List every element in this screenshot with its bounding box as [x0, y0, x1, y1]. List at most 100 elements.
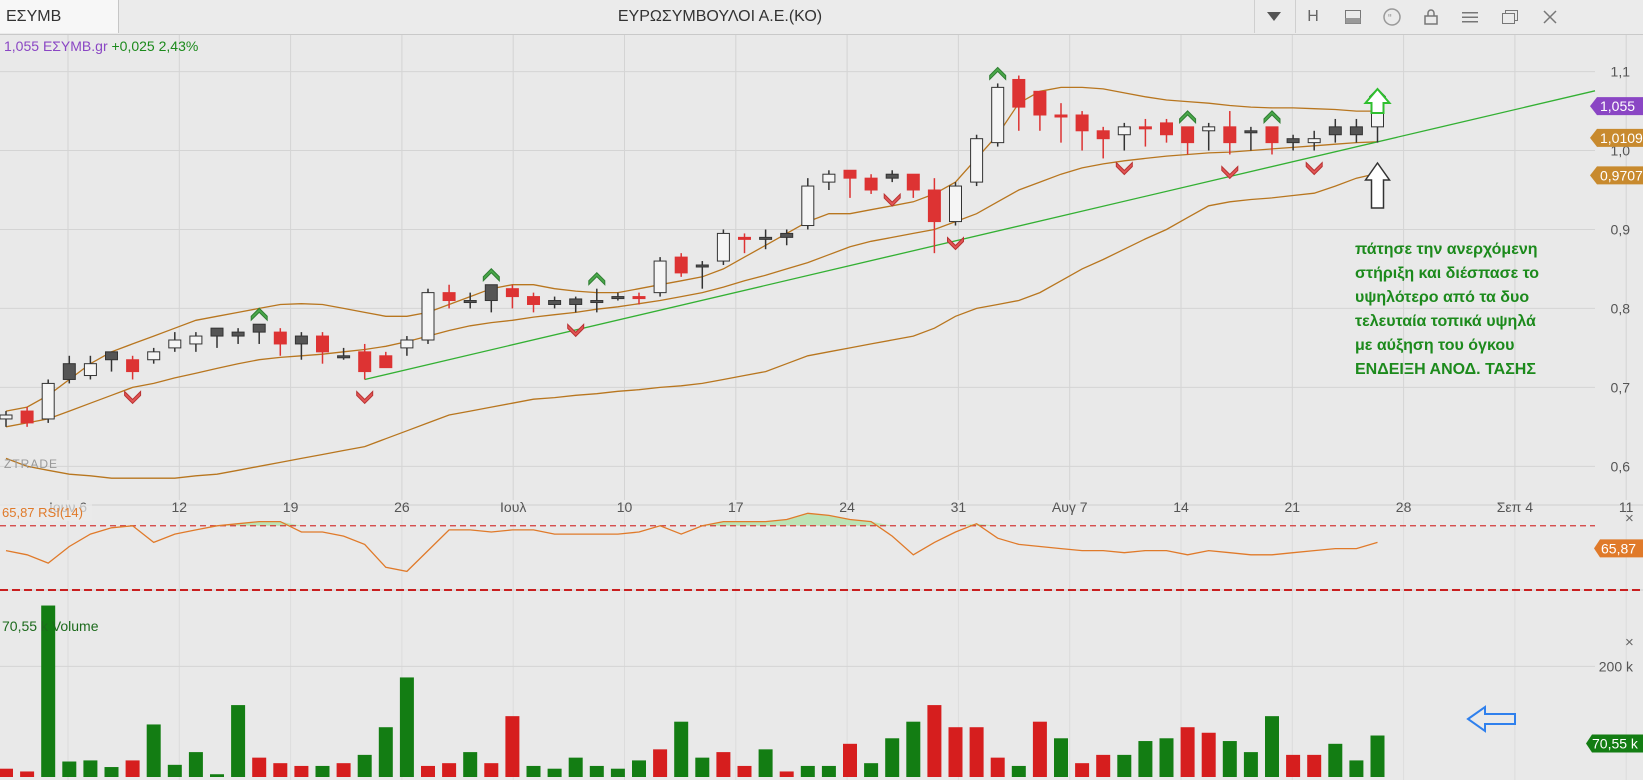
volume-bar — [399, 677, 414, 777]
candle-body — [1307, 138, 1321, 144]
volume-bar — [336, 763, 351, 777]
volume-bar — [41, 605, 56, 777]
volume-tick-label: 200 k — [1599, 658, 1634, 674]
window-title: ΕΥΡΩΣΥΜΒΟΥΛΟΙ Α.Ε.(ΚΟ) — [617, 8, 823, 25]
dropdown-icon[interactable] — [1254, 0, 1294, 33]
volume-bar — [695, 757, 710, 777]
candle-body — [421, 292, 435, 341]
candle-body — [210, 327, 224, 337]
signal-down-arrow — [124, 390, 142, 405]
time-tick-label: Αυγ 7 — [1052, 499, 1088, 515]
volume-bar — [1265, 716, 1279, 777]
candle-body — [1012, 78, 1026, 108]
volume-bar — [273, 763, 288, 777]
volume-bar — [505, 716, 520, 777]
candle-body — [864, 177, 878, 191]
candle-body — [949, 185, 962, 223]
annotation-line: με αύξηση του όγκου — [1355, 337, 1515, 354]
price-tick-label: 0,7 — [1611, 379, 1631, 395]
symbol-input[interactable]: ΕΣΥΜΒ — [0, 0, 119, 33]
candle-body — [484, 284, 498, 302]
signal-up-arrow — [989, 66, 1007, 81]
volume-bar — [1180, 727, 1195, 777]
candle-body — [801, 185, 815, 227]
volume-bar — [653, 749, 668, 777]
time-tick-label: 28 — [1396, 499, 1412, 515]
volume-bar — [125, 760, 140, 777]
volume-panel: 70,55 k Volume × 200 k 70,55 k — [0, 605, 1643, 777]
volume-bar — [526, 765, 541, 777]
price-tick-label: 0,6 — [1611, 458, 1631, 474]
close-icon[interactable] — [1530, 0, 1570, 33]
candle-body — [1202, 126, 1216, 132]
volume-bar — [146, 724, 161, 777]
volume-bar — [1138, 741, 1153, 777]
volume-callout-arrow — [1466, 705, 1516, 733]
candle-body — [294, 335, 308, 345]
candle-body — [189, 335, 203, 345]
lock-icon[interactable] — [1411, 0, 1451, 33]
bb-low-badge-shape — [1590, 166, 1643, 185]
volume-bar — [906, 721, 921, 777]
bb-mid-badge-shape — [1590, 128, 1643, 147]
candle-body — [695, 264, 709, 268]
volume-bar — [800, 765, 815, 777]
candle-body — [1181, 126, 1195, 144]
candle-body — [885, 173, 899, 179]
signal-up-arrow — [1179, 110, 1197, 125]
volume-bar — [885, 738, 900, 777]
menu-icon[interactable] — [1450, 0, 1490, 33]
volume-bar — [231, 705, 246, 777]
time-tick-label: 12 — [172, 499, 188, 515]
candle-body — [62, 363, 76, 380]
candle-body — [1117, 126, 1131, 136]
candle-body — [273, 331, 287, 345]
chart-area[interactable]: 1,11,00,90,80,70,6 Ιουν 6121926Ιουλ10172… — [0, 35, 1643, 780]
rsi-badge-shape — [1594, 539, 1643, 558]
candle-body — [1286, 138, 1300, 144]
annotation-line: ΕΝΔΕΙΞΗ ΑΝΟΔ. ΤΑΣΗΣ — [1355, 361, 1536, 378]
volume-bar — [632, 760, 646, 777]
support-trendline — [364, 90, 1596, 381]
candle-body — [83, 363, 97, 377]
volume-bar — [442, 763, 457, 777]
quote-line: 1,055 ΕΣΥΜΒ.gr +0,025 2,43% — [4, 38, 198, 54]
volume-bar — [927, 705, 942, 777]
volume-bar — [1243, 752, 1258, 777]
up-callout-arrow — [1363, 87, 1392, 114]
volume-bar — [1201, 732, 1216, 777]
volume-bar — [188, 752, 203, 777]
candle-body — [738, 236, 751, 240]
candle-body — [20, 410, 34, 424]
quote-icon[interactable]: " — [1372, 0, 1412, 33]
volume-bar — [252, 757, 267, 777]
volume-bar — [1011, 765, 1026, 777]
volume-bar — [568, 757, 583, 777]
volume-bar — [610, 768, 625, 777]
toolbar-divider — [1295, 0, 1296, 33]
candle-body — [379, 355, 393, 369]
quote-percent: 2,43% — [159, 38, 199, 54]
chart-background — [0, 35, 1643, 780]
candle-body — [590, 300, 604, 304]
volume-bar — [167, 764, 182, 777]
volume-bar — [421, 765, 435, 777]
candle-body — [442, 292, 456, 302]
annotation-note: πάτησε την ανερχόμενη στήριξη και διέσπα… — [1355, 238, 1635, 382]
restore-icon[interactable] — [1490, 0, 1530, 33]
candle-body — [1223, 126, 1237, 144]
bb-mid-badge: 1,0109 — [1600, 130, 1643, 146]
quote-price: 1,055 — [4, 38, 39, 54]
candle-body — [168, 339, 182, 349]
price-tick-label: 0,8 — [1611, 300, 1631, 316]
volume-bar — [0, 768, 13, 777]
volume-bar — [1075, 763, 1090, 777]
panel-icon[interactable] — [1333, 0, 1373, 33]
volume-bar — [864, 763, 879, 777]
h-button[interactable]: H — [1307, 7, 1319, 25]
watermark: ZTRADE — [4, 457, 58, 471]
bb-low-badge: 0,9707 — [1600, 167, 1643, 183]
quote-symbol: ΕΣΥΜΒ.gr — [43, 38, 108, 54]
bb-middle-line — [5, 141, 1378, 428]
candles — [0, 75, 1384, 427]
